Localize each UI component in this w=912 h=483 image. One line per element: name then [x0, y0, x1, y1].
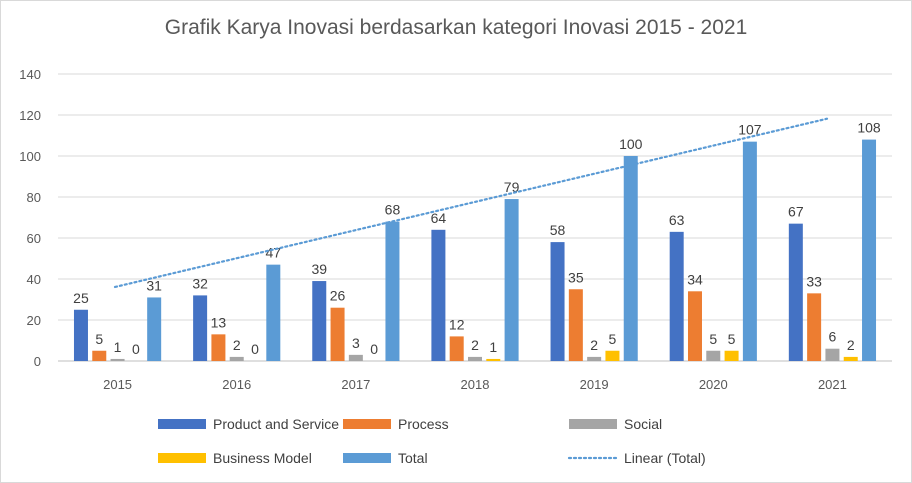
bar-product-and-service [550, 242, 565, 361]
legend-label: Linear (Total) [624, 450, 706, 466]
data-label: 100 [619, 136, 643, 152]
bar-social [587, 356, 602, 361]
data-label: 0 [132, 341, 140, 357]
data-label: 64 [431, 210, 447, 226]
data-label: 3 [352, 335, 360, 351]
bar-business-model [843, 356, 858, 361]
data-label: 2 [471, 337, 479, 353]
y-tick-label: 20 [27, 313, 41, 328]
y-tick-label: 40 [27, 272, 41, 287]
x-tick-label: 2017 [341, 377, 370, 392]
data-label: 35 [568, 269, 584, 285]
bar-social [110, 358, 125, 361]
bar-product-and-service [193, 295, 208, 361]
data-label: 108 [857, 120, 881, 136]
y-tick-label: 140 [19, 67, 41, 82]
legend-swatch [158, 453, 206, 463]
data-label: 67 [788, 204, 804, 220]
x-tick-label: 2021 [818, 377, 847, 392]
x-tick-label: 2018 [461, 377, 490, 392]
data-label: 25 [73, 290, 89, 306]
y-tick-label: 80 [27, 190, 41, 205]
data-label: 34 [687, 271, 703, 287]
data-label: 5 [728, 331, 736, 347]
bar-product-and-service [669, 231, 684, 361]
data-label: 0 [370, 341, 378, 357]
legend-label: Business Model [213, 450, 312, 466]
x-tick-label: 2016 [222, 377, 251, 392]
data-label: 39 [311, 261, 327, 277]
data-label: 2 [847, 337, 855, 353]
bar-total [147, 297, 162, 361]
data-label: 63 [669, 212, 685, 228]
bar-process [687, 291, 702, 361]
data-label: 68 [385, 202, 401, 218]
data-label: 33 [806, 273, 822, 289]
trendline-total [113, 117, 829, 289]
legend-swatch [158, 419, 206, 429]
bar-product-and-service [312, 281, 327, 361]
data-label: 47 [266, 245, 282, 261]
bar-total [504, 199, 519, 361]
legend-swatch [569, 419, 617, 429]
x-tick-label: 2015 [103, 377, 132, 392]
data-label: 5 [709, 331, 717, 347]
bar-social [348, 354, 363, 361]
bar-social [468, 356, 482, 361]
bar-total [623, 156, 638, 361]
bar-social [706, 350, 721, 361]
data-label: 0 [251, 341, 259, 357]
x-tick-label: 2019 [580, 377, 609, 392]
y-tick-label: 0 [34, 354, 41, 369]
bar-process [92, 350, 107, 361]
bar-process [568, 289, 583, 361]
legend-swatch [343, 419, 391, 429]
data-label: 13 [211, 314, 227, 330]
bar-product-and-service [431, 229, 446, 361]
data-label: 12 [449, 316, 465, 332]
data-label: 1 [114, 339, 122, 355]
data-label: 5 [95, 331, 103, 347]
bar-process [807, 293, 822, 361]
legend-label: Process [398, 416, 449, 432]
legend-label: Social [624, 416, 662, 432]
bar-process [211, 334, 226, 361]
y-tick-label: 120 [19, 108, 41, 123]
bar-total [742, 141, 757, 361]
data-label: 107 [738, 122, 762, 138]
x-tick-label: 2020 [699, 377, 728, 392]
bar-business-model [605, 350, 620, 361]
data-label: 26 [330, 288, 346, 304]
data-label: 1 [489, 339, 497, 355]
bar-business-model [486, 358, 501, 361]
data-label: 31 [146, 277, 162, 293]
bar-process [449, 336, 464, 361]
legend-label: Product and Service [213, 416, 339, 432]
bar-social [229, 356, 244, 361]
data-label: 32 [192, 275, 208, 291]
bar-total [266, 264, 281, 361]
data-label: 79 [504, 179, 520, 195]
legend-swatch [343, 453, 391, 463]
bar-total [385, 221, 400, 361]
data-label: 58 [550, 222, 566, 238]
bar-total [862, 139, 877, 361]
data-label: 2 [233, 337, 241, 353]
data-label: 6 [829, 329, 837, 345]
data-label: 5 [609, 331, 617, 347]
data-label: 2 [590, 337, 598, 353]
bar-process [330, 307, 345, 361]
bar-product-and-service [73, 309, 88, 361]
legend-label: Total [398, 450, 428, 466]
chart-title: Grafik Karya Inovasi berdasarkan kategor… [164, 16, 748, 39]
y-tick-label: 100 [19, 149, 41, 164]
bar-business-model [724, 350, 739, 361]
bar-product-and-service [788, 223, 803, 361]
y-tick-label: 60 [27, 231, 41, 246]
bar-social [825, 348, 840, 361]
